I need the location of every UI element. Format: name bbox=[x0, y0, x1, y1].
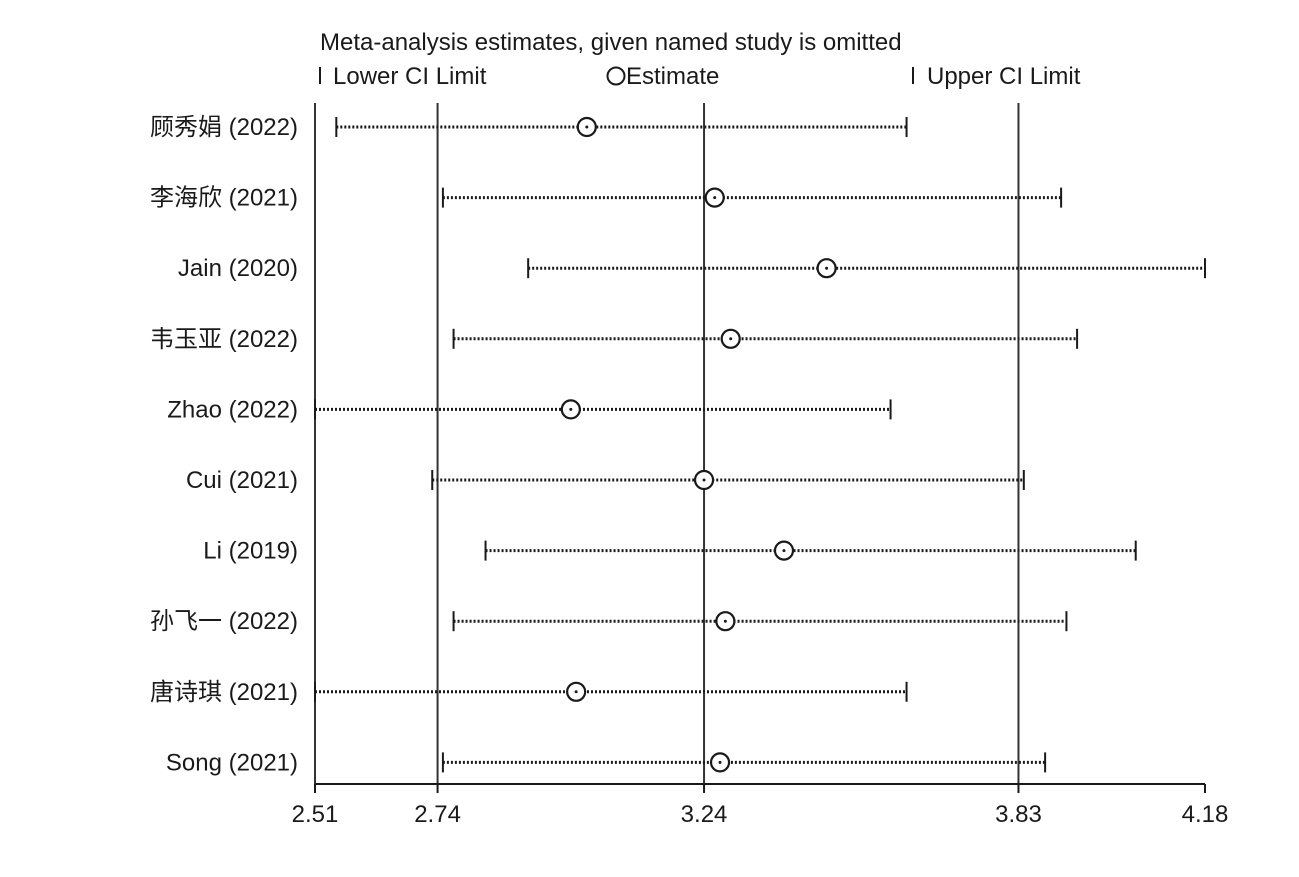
study-label: Song (2021) bbox=[166, 749, 298, 776]
estimate-center bbox=[574, 690, 578, 694]
study-row: Zhao (2022) bbox=[167, 396, 892, 423]
x-tick-label: 2.74 bbox=[414, 801, 461, 828]
study-label: 孙飞一 (2022) bbox=[150, 608, 298, 635]
study-label: 唐诗琪 (2021) bbox=[150, 679, 298, 706]
estimate-center bbox=[569, 407, 573, 411]
estimate-center bbox=[702, 478, 706, 482]
legend-estimate-label: Estimate bbox=[626, 63, 719, 90]
study-row: 顾秀娟 (2022) bbox=[150, 114, 908, 141]
study-row: 韦玉亚 (2022) bbox=[150, 326, 1079, 353]
study-label: Zhao (2022) bbox=[167, 396, 298, 423]
x-tick-label: 2.51 bbox=[292, 801, 339, 828]
study-row: Song (2021) bbox=[166, 749, 1047, 776]
study-label: Li (2019) bbox=[203, 538, 298, 565]
study-row: 李海欣 (2021) bbox=[150, 185, 1063, 212]
x-tick-label: 3.83 bbox=[995, 801, 1042, 828]
study-rows: 顾秀娟 (2022) 李海欣 (2021) Jain (2020) 韦玉亚 (2022… bbox=[150, 114, 1206, 776]
study-label: 顾秀娟 (2022) bbox=[150, 114, 298, 141]
x-axis: 2.51 2.74 3.24 3.83 4.18 bbox=[292, 783, 1229, 828]
study-label: 韦玉亚 (2022) bbox=[150, 326, 298, 353]
estimate-center bbox=[718, 760, 722, 764]
reference-lines bbox=[314, 103, 1020, 784]
legend-upper-label: Upper CI Limit bbox=[927, 63, 1081, 90]
x-tick-label: 4.18 bbox=[1182, 801, 1229, 828]
x-tick-label: 3.24 bbox=[681, 801, 728, 828]
study-row: Jain (2020) bbox=[178, 255, 1206, 282]
estimate-center bbox=[713, 196, 717, 200]
legend-estimate-marker bbox=[606, 66, 626, 86]
legend: Lower CI Limit Estimate Upper CI Limit bbox=[319, 63, 1081, 90]
study-label: Jain (2020) bbox=[178, 255, 298, 282]
study-label: 李海欣 (2021) bbox=[150, 185, 298, 212]
estimate-center bbox=[825, 266, 829, 270]
estimate-center bbox=[782, 549, 786, 553]
study-label: Cui (2021) bbox=[186, 467, 298, 494]
estimate-center bbox=[585, 125, 589, 129]
study-row: Cui (2021) bbox=[186, 467, 1025, 494]
study-row: Li (2019) bbox=[203, 538, 1137, 565]
chart-title: Meta-analysis estimates, given named stu… bbox=[320, 29, 902, 56]
estimate-center bbox=[729, 337, 733, 341]
estimate-center bbox=[723, 619, 727, 623]
legend-lower-label: Lower CI Limit bbox=[333, 63, 487, 90]
study-row: 唐诗琪 (2021) bbox=[150, 679, 908, 706]
study-row: 孙飞一 (2022) bbox=[150, 608, 1068, 635]
